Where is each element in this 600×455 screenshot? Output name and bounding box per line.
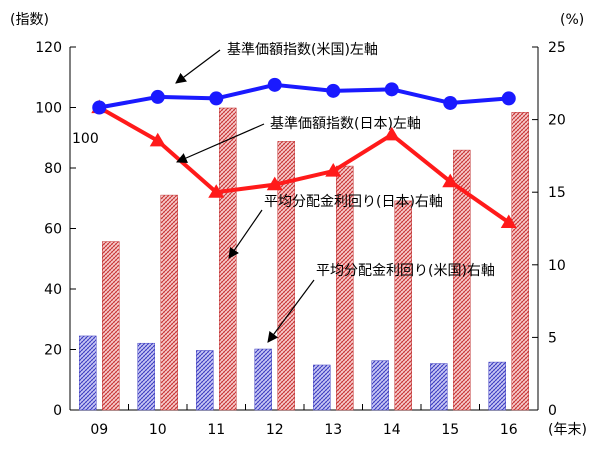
y-right-ticks: 0 5 10 15 20 25 [532,40,566,419]
bar-jp-yield [219,107,237,411]
bars [79,107,529,411]
x-tick-label: 10 [149,422,167,438]
point-jp-index [149,132,166,147]
point-us-index [209,91,224,106]
line-jp-index [98,105,510,225]
point-us-index [326,83,341,98]
point-us-index [92,100,107,115]
bar-us-yield [79,335,97,411]
bar-us-yield [196,350,214,411]
x-tick-label: 16 [500,422,518,438]
y-right-tick-label: 25 [548,40,566,56]
y-left-unit: (指数) [10,12,49,28]
point-us-index [150,89,165,104]
annotation-us-yield-arrow [267,279,315,343]
line-us-index [98,82,509,110]
point-us-index [384,82,399,97]
point-jp-index [208,184,225,198]
annotation-us-yield: 平均分配金利回り(米国)右軸 [316,263,495,279]
annotation-jp-index: 基準価額指数(日本)左軸 [270,115,421,132]
x-tick-label: 13 [324,422,342,438]
y-left-tick-label: 100 [35,101,62,117]
y-left-tick-label: 80 [44,161,62,177]
y-left-tick-label: 0 [53,403,62,419]
y-right-tick-label: 20 [548,113,566,129]
point-us-index [267,77,282,92]
point-jp-index [442,173,459,188]
bar-us-yield [371,360,389,411]
annotation-us-index-arrow [175,49,221,84]
annotation-jp-yield: 平均分配金利回り(日本)右軸 [264,194,443,210]
x-unit: (年末) [548,422,587,438]
bar-jp-yield [394,200,412,411]
y-left-tick-label: 120 [35,40,62,56]
y-right-tick-label: 10 [548,258,566,274]
bar-us-yield [313,364,331,411]
data-label-100: 100 [72,131,99,147]
y-right-tick-label: 0 [548,403,557,419]
bar-us-yield [488,361,506,411]
annotation-jp-yield-arrow [228,209,263,259]
x-tick-label: 14 [383,422,401,438]
x-tick-label: 15 [441,422,459,438]
x-tick-label: 09 [90,422,108,438]
y-right-tick-label: 15 [548,185,566,201]
y-left-tick-label: 20 [44,343,62,359]
bar-jp-yield [277,141,295,411]
lines [91,77,517,229]
x-tick-label: 12 [266,422,284,438]
point-us-index [443,95,458,110]
y-right-tick-label: 5 [548,330,557,346]
point-jp-index [500,214,517,229]
point-jp-index [325,163,342,177]
bar-jp-yield [102,241,120,411]
y-right-unit: (%) [560,12,584,28]
annotation-us-index: 基準価額指数(米国)左軸 [227,41,378,58]
x-ticks: 09 10 11 12 13 14 15 16 [69,404,539,438]
x-tick-label: 11 [207,422,225,438]
bar-us-yield [430,363,448,411]
point-jp-index [266,176,283,191]
y-left-tick-label: 60 [44,222,62,238]
point-us-index [501,91,516,106]
annotation-jp-index-arrow [176,123,265,164]
annotations: 基準価額指数(米国)左軸 基準価額指数(日本)左軸 平均分配金利回り(日本)右軸… [175,41,495,343]
y-left-ticks: 0 20 40 60 80 100 120 [35,40,76,419]
y-left-tick-label: 40 [44,282,62,298]
bar-jp-yield [453,149,471,411]
point-jp-index [383,126,400,141]
bar-jp-yield [511,112,529,411]
bar-us-yield [137,342,155,411]
bar-us-yield [254,348,272,411]
bar-jp-yield [160,194,178,411]
